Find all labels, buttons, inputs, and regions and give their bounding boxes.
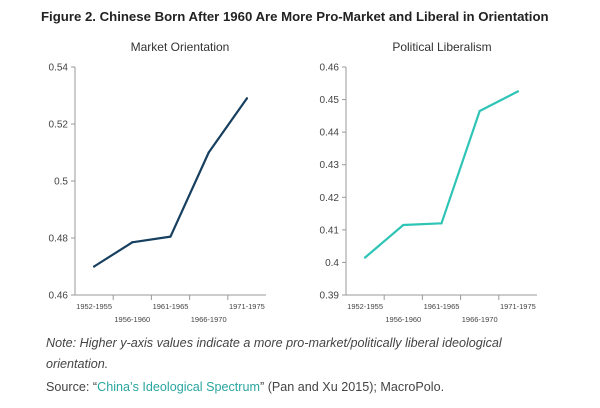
y-tick-label: 0.46: [320, 63, 340, 74]
x-tick-label: 1961-1965: [424, 302, 460, 311]
y-tick-label: 0.43: [320, 160, 340, 171]
y-tick-label: 0.52: [49, 120, 69, 131]
figure-title: Figure 2. Chinese Born After 1960 Are Mo…: [41, 9, 549, 24]
data-point: [516, 90, 520, 93]
data-point: [440, 222, 443, 225]
y-tick-label: 0.48: [49, 234, 69, 245]
data-point: [131, 241, 134, 244]
y-tick-label: 0.41: [320, 225, 340, 236]
chart-title: Market Orientation: [131, 40, 230, 54]
y-tick-label: 0.44: [320, 128, 340, 139]
series-line: [364, 90, 520, 259]
source-prefix: Source: “: [46, 380, 98, 394]
x-tick-label: 1952-1955: [76, 302, 112, 311]
data-point: [245, 97, 248, 100]
x-tick-label: 1956-1960: [114, 315, 150, 324]
figure-note: Note: Higher y-axis values indicate a mo…: [46, 336, 502, 371]
source-link[interactable]: China’s Ideological Spectrum: [97, 380, 260, 394]
market-orientation-chart: Market Orientation 0.46 0.48 0.5 0.52 0.54 195…: [49, 40, 266, 324]
data-point: [478, 109, 481, 113]
x-tick-label: 1952-1955: [347, 302, 383, 311]
y-tick-label: 0.4: [325, 258, 339, 269]
source-suffix: ” (Pan and Xu 2015); MacroPolo.: [260, 380, 445, 394]
y-tick-label: 0.54: [49, 63, 69, 74]
y-tick-label: 0.46: [49, 291, 69, 302]
data-point: [207, 151, 210, 154]
y-tick-label: 0.39: [320, 291, 340, 302]
x-tick-label: 1971-1975: [229, 302, 265, 311]
data-point: [402, 223, 405, 227]
x-tick-label: 1961-1965: [153, 302, 189, 311]
data-point: [364, 256, 367, 259]
political-liberalism-chart: Political Liberalism 0.39 0.4 0.41 0.42 0.43 0…: [320, 40, 537, 324]
y-tick-label: 0.5: [54, 177, 68, 188]
x-tick-label: 1971-1975: [500, 302, 536, 311]
chart-title: Political Liberalism: [392, 40, 491, 54]
y-tick-label: 0.42: [320, 193, 340, 204]
figure-source: Source: “China’s Ideological Spectrum” (…: [46, 380, 586, 394]
data-point: [169, 235, 172, 238]
x-tick-label: 1956-1960: [385, 315, 421, 324]
y-tick-label: 0.45: [320, 95, 340, 106]
x-tick-label: 1966-1970: [462, 315, 498, 324]
data-point: [93, 265, 96, 268]
x-tick-label: 1966-1970: [191, 315, 227, 324]
